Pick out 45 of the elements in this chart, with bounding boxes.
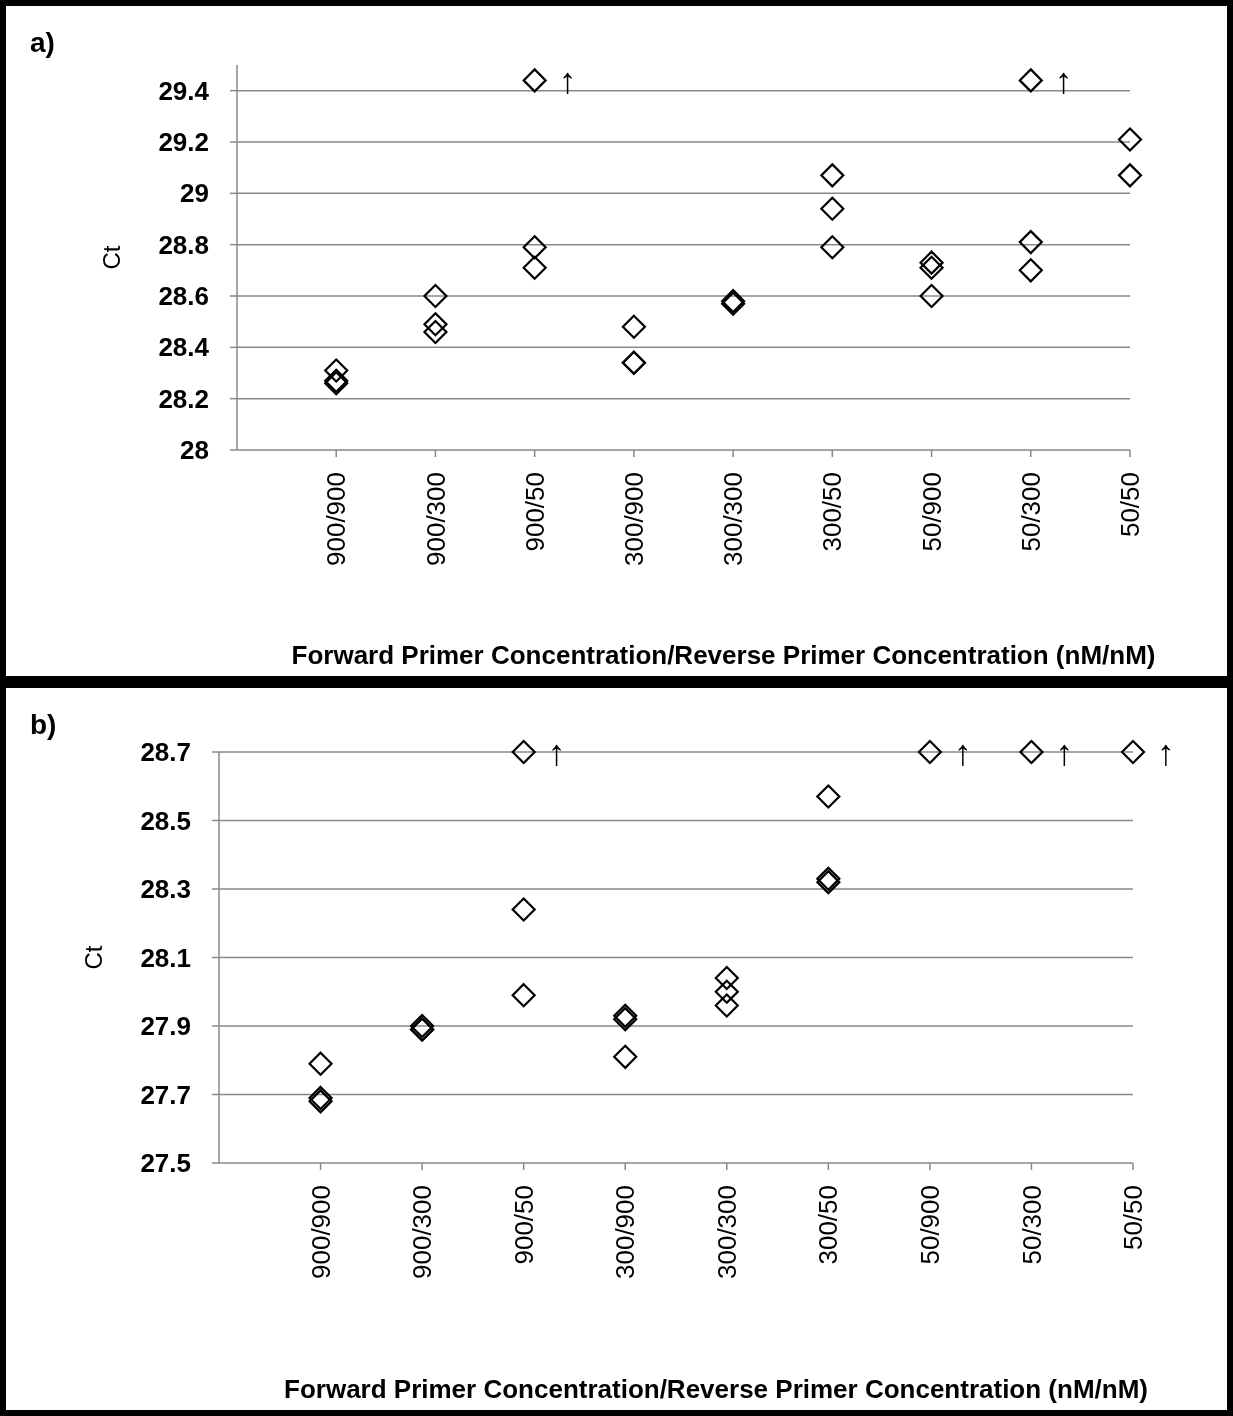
annotation: ↑ xyxy=(547,731,566,773)
x-tick-label: 900/900 xyxy=(305,1185,336,1279)
y-tick-label: 29.2 xyxy=(158,127,209,158)
y-axis-title: Ct xyxy=(80,945,108,970)
annotation: ↑ xyxy=(1055,731,1074,773)
x-tick-label: 50/300 xyxy=(1016,1185,1047,1265)
x-tick-label: 50/300 xyxy=(1015,472,1046,552)
y-tick-label: 28 xyxy=(180,435,209,466)
chart-title: b) xyxy=(30,709,57,740)
x-tick-label: 300/50 xyxy=(817,472,848,552)
y-tick-label: 27.5 xyxy=(140,1148,191,1179)
x-tick-label: 50/50 xyxy=(1115,472,1146,538)
y-tick-label: 28.2 xyxy=(158,383,209,414)
x-tick-label: 50/900 xyxy=(916,472,947,552)
y-tick-label: 28.7 xyxy=(140,737,191,768)
annotation: ↑ xyxy=(1157,731,1175,773)
x-tick-label: 900/50 xyxy=(519,472,550,552)
y-tick-label: 27.7 xyxy=(140,1079,191,1110)
chart-title: a) xyxy=(30,27,55,58)
x-tick-label: 50/900 xyxy=(914,1185,945,1265)
y-axis-title: Ct xyxy=(98,245,126,270)
x-tick-label: 900/300 xyxy=(420,472,451,566)
y-tick-label: 29 xyxy=(180,178,209,209)
x-tick-label: 900/50 xyxy=(508,1185,539,1265)
x-tick-label: 50/50 xyxy=(1118,1185,1149,1251)
annotation: ↑ xyxy=(558,60,577,101)
x-tick-label: 300/900 xyxy=(610,1185,641,1279)
x-tick-label: 300/300 xyxy=(718,472,749,566)
x-tick-label: 900/900 xyxy=(321,472,352,566)
y-tick-label: 28.5 xyxy=(140,805,191,836)
y-tick-label: 28.4 xyxy=(158,332,210,363)
y-tick-label: 28.3 xyxy=(140,874,191,905)
y-tick-label: 27.9 xyxy=(140,1011,191,1042)
x-tick-label: 300/900 xyxy=(618,472,649,566)
y-tick-label: 28.6 xyxy=(158,281,209,312)
annotation: ↑ xyxy=(1054,60,1073,101)
x-axis-title: Forward Primer Concentration/Reverse Primer Concentration (nM/nM) xyxy=(284,1374,1148,1404)
x-axis-title: Forward Primer Concentration/Reverse Primer Concentration (nM/nM) xyxy=(291,640,1156,670)
x-tick-label: 300/300 xyxy=(711,1185,742,1279)
y-tick-label: 28.8 xyxy=(158,229,209,260)
y-tick-label: 28.1 xyxy=(140,942,191,973)
x-tick-label: 300/50 xyxy=(813,1185,844,1265)
y-tick-label: 29.4 xyxy=(158,75,210,106)
x-tick-label: 900/300 xyxy=(407,1185,438,1279)
annotation: ↑ xyxy=(953,731,972,773)
